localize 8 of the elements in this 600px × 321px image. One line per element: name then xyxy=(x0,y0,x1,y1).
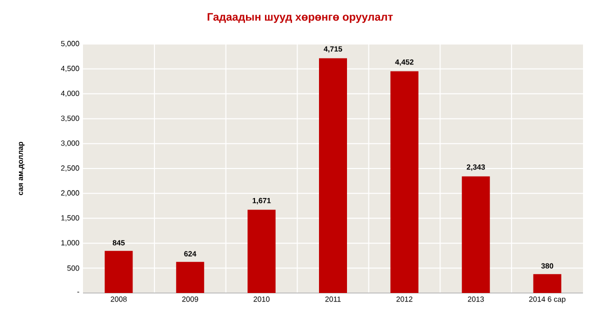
bar xyxy=(318,58,347,293)
bar xyxy=(390,71,418,293)
bar xyxy=(533,274,562,293)
bar xyxy=(248,210,276,293)
bar xyxy=(104,250,133,293)
bar xyxy=(176,262,204,293)
bar xyxy=(462,176,490,293)
chart-title: Гадаадын шууд хөрөнгө оруулалт xyxy=(208,13,393,23)
